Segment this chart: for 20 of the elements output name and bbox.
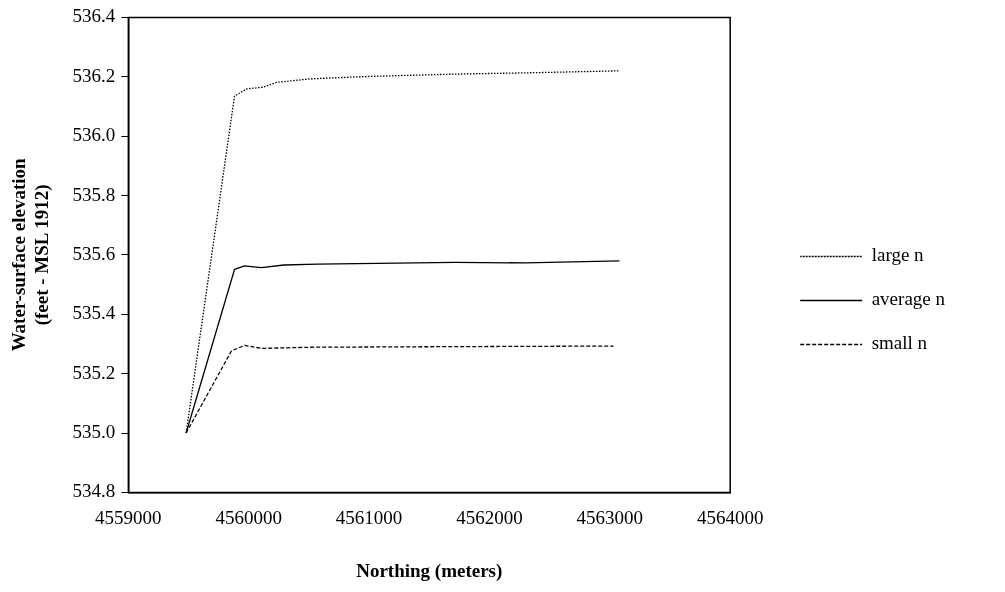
y-axis-title: Water-surface elevation (feet - MSL 1912) [8,158,54,352]
y-tick-label: 536.4 [72,5,116,27]
y-tick-label: 535.6 [72,242,116,264]
x-tick-label: 4559000 [95,506,162,528]
x-tick-label: 4563000 [576,506,644,528]
x-tick-label: 4564000 [696,506,764,528]
y-tick-label: 536.0 [72,124,116,146]
y-tick-label: 535.2 [72,361,116,383]
y-tick-label: 535.0 [72,421,116,443]
y-tick-label: 535.4 [72,302,116,324]
y-tick-label: 536.2 [72,64,116,86]
x-axis-title: Northing (meters) [356,559,503,582]
x-tick-label: 4562000 [456,506,523,528]
y-tick-label: 534.8 [72,480,116,502]
legend-label: average n [871,288,946,310]
legend-label: small n [871,332,928,354]
x-tick-label: 4561000 [335,506,403,528]
y-tick-label: 535.8 [72,183,116,205]
legend-label: large n [871,244,925,266]
x-tick-label: 4560000 [215,506,282,528]
